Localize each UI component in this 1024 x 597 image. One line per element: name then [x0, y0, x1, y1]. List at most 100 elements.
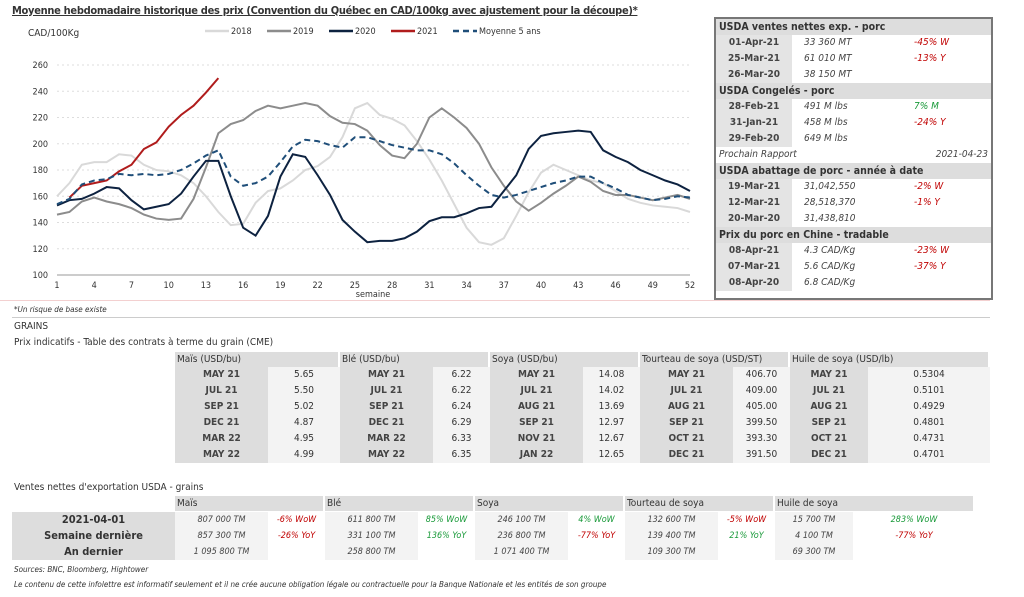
panel-value: 28,518,370: [804, 197, 856, 208]
contract-month: SEP 21: [490, 415, 583, 431]
grain-row: DEC 21 391.50: [640, 447, 790, 463]
exports-column-header: Huile de soya: [775, 496, 975, 511]
export-volume: 611 800 TM: [325, 512, 418, 528]
x-tick-label: 46: [610, 281, 620, 291]
panel-section-title: USDA ventes nettes exp. - porc: [716, 19, 991, 35]
export-change: -77% YoY: [895, 531, 933, 541]
legend-label: 2018: [231, 27, 252, 37]
contract-price: 6.22: [433, 367, 490, 383]
panel-row: 19-Mar-21 31,042,550 -2% W: [716, 179, 991, 195]
contract-month: DEC 21: [640, 447, 733, 463]
grain-column-header: Blé (USD/bu): [340, 352, 490, 367]
series-line-2018: [56, 101, 691, 246]
grain-row: OCT 21 393.30: [640, 431, 790, 447]
series-line-2021: [68, 77, 220, 199]
contract-month: AUG 21: [790, 399, 868, 415]
price-chart: CAD/100Kg 100 120 140 160 180 200 220 240 260 1 4 7 1…: [28, 27, 695, 300]
grain-row: SEP 21 399.50: [640, 415, 790, 431]
grains-section-title: GRAINS: [14, 321, 49, 332]
grain-column: Huile de soya (USD/lb) MAY 21 0.5304 JUL 21…: [790, 352, 990, 463]
x-tick-label: 43: [573, 281, 583, 291]
export-change: -6% WoW: [276, 515, 317, 525]
contract-month: OCT 21: [790, 431, 868, 447]
grain-row: MAR 22 4.95: [175, 431, 340, 447]
contract-price: 6.29: [433, 415, 490, 431]
panel-date: 08-Apr-20: [716, 275, 792, 291]
grain-column: Blé (USD/bu) MAY 21 6.22 JUL 21 6.22 SEP 21 6.…: [340, 352, 490, 463]
export-change: 4% WoW: [578, 515, 615, 525]
contract-month: MAY 21: [175, 367, 268, 383]
panel-value: 33 360 MT: [804, 37, 852, 48]
grain-column-header: Soya (USD/bu): [490, 352, 640, 367]
x-tick-label: 28: [387, 281, 397, 291]
contract-month: MAR 22: [340, 431, 433, 447]
panel-change: -45% W: [914, 37, 949, 48]
panel-change: 7% M: [914, 101, 939, 112]
panel-change: -23% W: [914, 245, 949, 256]
contract-price: 4.95: [268, 431, 340, 447]
footnote: *Un risque de base existe: [14, 305, 107, 314]
export-change: [418, 544, 475, 560]
panel-change: -2% W: [914, 181, 944, 192]
grain-column: Maïs (USD/bu) MAY 21 5.65 JUL 21 5.50 SEP 21 5…: [175, 352, 340, 463]
grain-exports-table: Maïs Blé Soya Tourteau de soya Huile de soya…: [12, 496, 975, 560]
contract-price: 14.08: [583, 367, 640, 383]
contract-price: 405.00: [733, 399, 790, 415]
export-volume: 331 100 TM: [325, 528, 418, 544]
contract-price: 6.24: [433, 399, 490, 415]
panel-section-title: Prix du porc en Chine - tradable: [716, 227, 991, 243]
contract-price: 13.69: [583, 399, 640, 415]
exports-row-label: An dernier: [12, 544, 175, 560]
export-change: 136% YoY: [426, 531, 467, 541]
exports-header-row: Maïs Blé Soya Tourteau de soya Huile de soya: [12, 496, 975, 512]
panel-row: 08-Apr-21 4.3 CAD/Kg -23% W: [716, 243, 991, 259]
x-axis-label: semaine: [356, 290, 390, 300]
contract-price: 4.87: [268, 415, 340, 431]
exports-row: Semaine dernière 857 300 TM -26% YoY 331 10…: [12, 528, 975, 544]
contract-price: 6.22: [433, 383, 490, 399]
contract-month: MAY 21: [490, 367, 583, 383]
y-tick-label: 160: [33, 192, 48, 202]
series-line-2019: [56, 102, 691, 221]
grain-row: JUL 21 0.5101: [790, 383, 990, 399]
disclaimer: Le contenu de cette infolettre est infor…: [14, 580, 607, 589]
panel-row: 25-Mar-21 61 010 MT -13% Y: [716, 51, 991, 67]
y-axis-label: CAD/100Kg: [28, 28, 79, 39]
export-volume: 1 071 400 TM: [475, 544, 568, 560]
contract-price: 0.4801: [868, 415, 990, 431]
export-change: 21% YoY: [729, 531, 764, 541]
y-tick-label: 140: [33, 219, 48, 229]
x-tick-label: 40: [536, 281, 546, 291]
panel-row: 28-Feb-21 491 M lbs 7% M: [716, 99, 991, 115]
grain-row: JUL 21 14.02: [490, 383, 640, 399]
usda-pork-panel: USDA ventes nettes exp. - porc 01-Apr-21 3…: [714, 17, 993, 300]
panel-date: 08-Apr-21: [716, 243, 792, 259]
grain-row: MAR 22 6.33: [340, 431, 490, 447]
export-volume: 69 300 TM: [775, 544, 853, 560]
export-change: [853, 544, 975, 560]
x-tick-label: 13: [201, 281, 211, 291]
panel-value: 6.8 CAD/Kg: [804, 277, 856, 288]
x-tick-label: 34: [461, 281, 471, 291]
panel-value: 5.6 CAD/Kg: [804, 261, 856, 272]
grain-row: JUL 21 6.22: [340, 383, 490, 399]
contract-price: 0.4701: [868, 447, 990, 463]
export-change: [568, 544, 625, 560]
contract-month: DEC 21: [790, 447, 868, 463]
grain-column-header: Maïs (USD/bu): [175, 352, 340, 367]
grain-futures-table: Maïs (USD/bu) MAY 21 5.65 JUL 21 5.50 SEP 21 5…: [175, 352, 990, 463]
grain-column: Tourteau de soya (USD/ST) MAY 21 406.70 JUL…: [640, 352, 790, 463]
export-volume: 236 800 TM: [475, 528, 568, 544]
grains-table-title: Prix indicatifs - Table des contrats à t…: [14, 337, 274, 348]
panel-value: 649 M lbs: [804, 133, 848, 144]
exports-row-label: Semaine dernière: [12, 528, 175, 544]
panel-row: 20-Mar-20 31,438,810: [716, 211, 991, 227]
x-tick-label: 49: [648, 281, 658, 291]
contract-month: JUL 21: [175, 383, 268, 399]
export-volume: 258 800 TM: [325, 544, 418, 560]
next-report-row: Prochain Rapport 2021-04-23: [716, 147, 991, 163]
contract-price: 12.67: [583, 431, 640, 447]
contract-price: 391.50: [733, 447, 790, 463]
export-volume: 246 100 TM: [475, 512, 568, 528]
legend-label: 2020: [355, 27, 376, 37]
